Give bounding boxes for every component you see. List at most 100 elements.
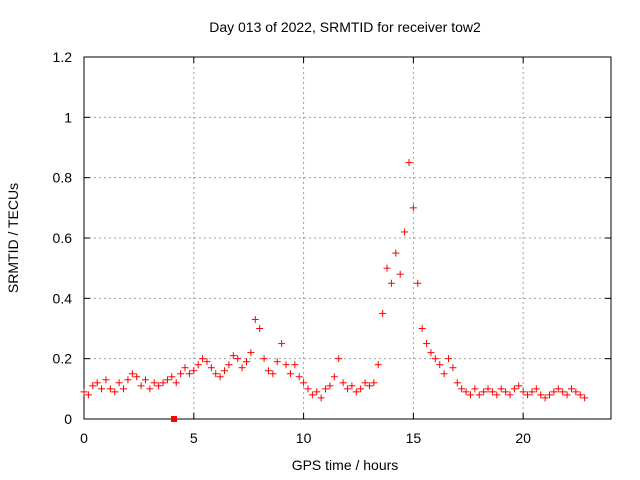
data-point: [251, 315, 259, 323]
data-point: [471, 385, 479, 393]
data-point: [111, 388, 119, 396]
ticks: 0 5 10 15 20 0 0.2 0.4 0.6 0.8 1 1.2: [53, 49, 611, 446]
x-tick-label: 15: [406, 430, 422, 446]
data-point: [221, 367, 229, 375]
data-point: [102, 376, 110, 384]
data-point: [155, 382, 163, 390]
data-point: [405, 159, 413, 167]
data-point: [106, 385, 114, 393]
data-point: [115, 379, 123, 387]
data-point: [409, 204, 417, 212]
y-tick-label: 1.2: [53, 49, 73, 65]
data-point: [431, 355, 439, 363]
data-point: [357, 385, 365, 393]
data-point: [326, 382, 334, 390]
data-point: [515, 382, 523, 390]
data-point: [546, 391, 554, 399]
data-point: [181, 364, 189, 372]
data-point: [339, 379, 347, 387]
x-tick-label: 20: [515, 430, 531, 446]
data-point: [524, 391, 532, 399]
data-point: [168, 373, 176, 381]
data-point: [348, 382, 356, 390]
data-point: [199, 355, 207, 363]
data-point: [445, 355, 453, 363]
data-point: [291, 361, 299, 369]
data-point: [216, 373, 224, 381]
data-point: [177, 370, 185, 378]
y-tick-label: 0.6: [53, 230, 73, 246]
data-point: [159, 379, 167, 387]
data-point: [282, 361, 290, 369]
data-point: [93, 379, 101, 387]
data-point: [242, 358, 250, 366]
data-point: [502, 388, 510, 396]
data-point: [370, 379, 378, 387]
data-point: [313, 388, 321, 396]
x-tick-label: 5: [190, 430, 198, 446]
data-point: [480, 388, 488, 396]
data-point: [554, 385, 562, 393]
data-point: [146, 385, 154, 393]
data-point: [207, 364, 215, 372]
chart-title: Day 013 of 2022, SRMTID for receiver tow…: [209, 19, 481, 35]
data-point: [475, 391, 483, 399]
data-point: [453, 379, 461, 387]
data-point: [260, 355, 268, 363]
data-point: [163, 376, 171, 384]
data-point: [344, 385, 351, 393]
data-point: [572, 388, 580, 396]
data-point: [234, 355, 242, 363]
data-point: [89, 382, 97, 390]
data-point: [247, 349, 255, 357]
data-points: [80, 159, 589, 422]
data-point: [537, 391, 545, 399]
data-point: [273, 358, 281, 366]
data-point: [335, 355, 343, 363]
data-point: [190, 367, 198, 375]
y-tick-label: 0: [64, 411, 72, 427]
data-point: [458, 385, 466, 393]
data-point: [449, 364, 457, 372]
data-point: [506, 391, 514, 399]
data-point: [304, 385, 312, 393]
data-point: [269, 370, 277, 378]
data-point: [466, 391, 474, 399]
y-tick-label: 0.4: [53, 290, 73, 306]
x-tick-label: 0: [80, 430, 88, 446]
data-point: [541, 394, 549, 402]
data-point: [317, 394, 325, 402]
y-tick-label: 0.2: [53, 351, 73, 367]
data-point: [264, 367, 272, 375]
data-point: [172, 379, 180, 387]
data-point: [256, 325, 264, 332]
data-point: [365, 382, 373, 390]
data-point: [462, 388, 470, 396]
data-point: [423, 340, 431, 348]
data-point: [401, 228, 409, 236]
y-axis-label: SRMTID / TECUs: [5, 183, 21, 293]
data-point: [563, 391, 571, 399]
data-point: [374, 361, 382, 369]
plot-frame: [83, 56, 612, 420]
x-axis-label: GPS time / hours: [292, 457, 399, 473]
data-point: [84, 391, 92, 399]
data-point: [497, 385, 505, 393]
data-point: [528, 388, 536, 396]
data-point: [137, 382, 145, 390]
y-tick-label: 1: [64, 109, 72, 125]
data-point: [141, 376, 149, 384]
data-point: [383, 264, 391, 272]
data-point: [225, 361, 233, 369]
data-point: [212, 370, 220, 378]
data-point: [238, 364, 246, 372]
data-point: [484, 385, 492, 393]
data-point: [98, 385, 106, 393]
data-point: [278, 340, 286, 348]
data-point: [396, 270, 404, 278]
data-point: [387, 279, 395, 287]
data-point: [229, 352, 237, 360]
data-point: [300, 379, 308, 387]
data-point: [308, 391, 316, 399]
data-point: [559, 388, 567, 396]
